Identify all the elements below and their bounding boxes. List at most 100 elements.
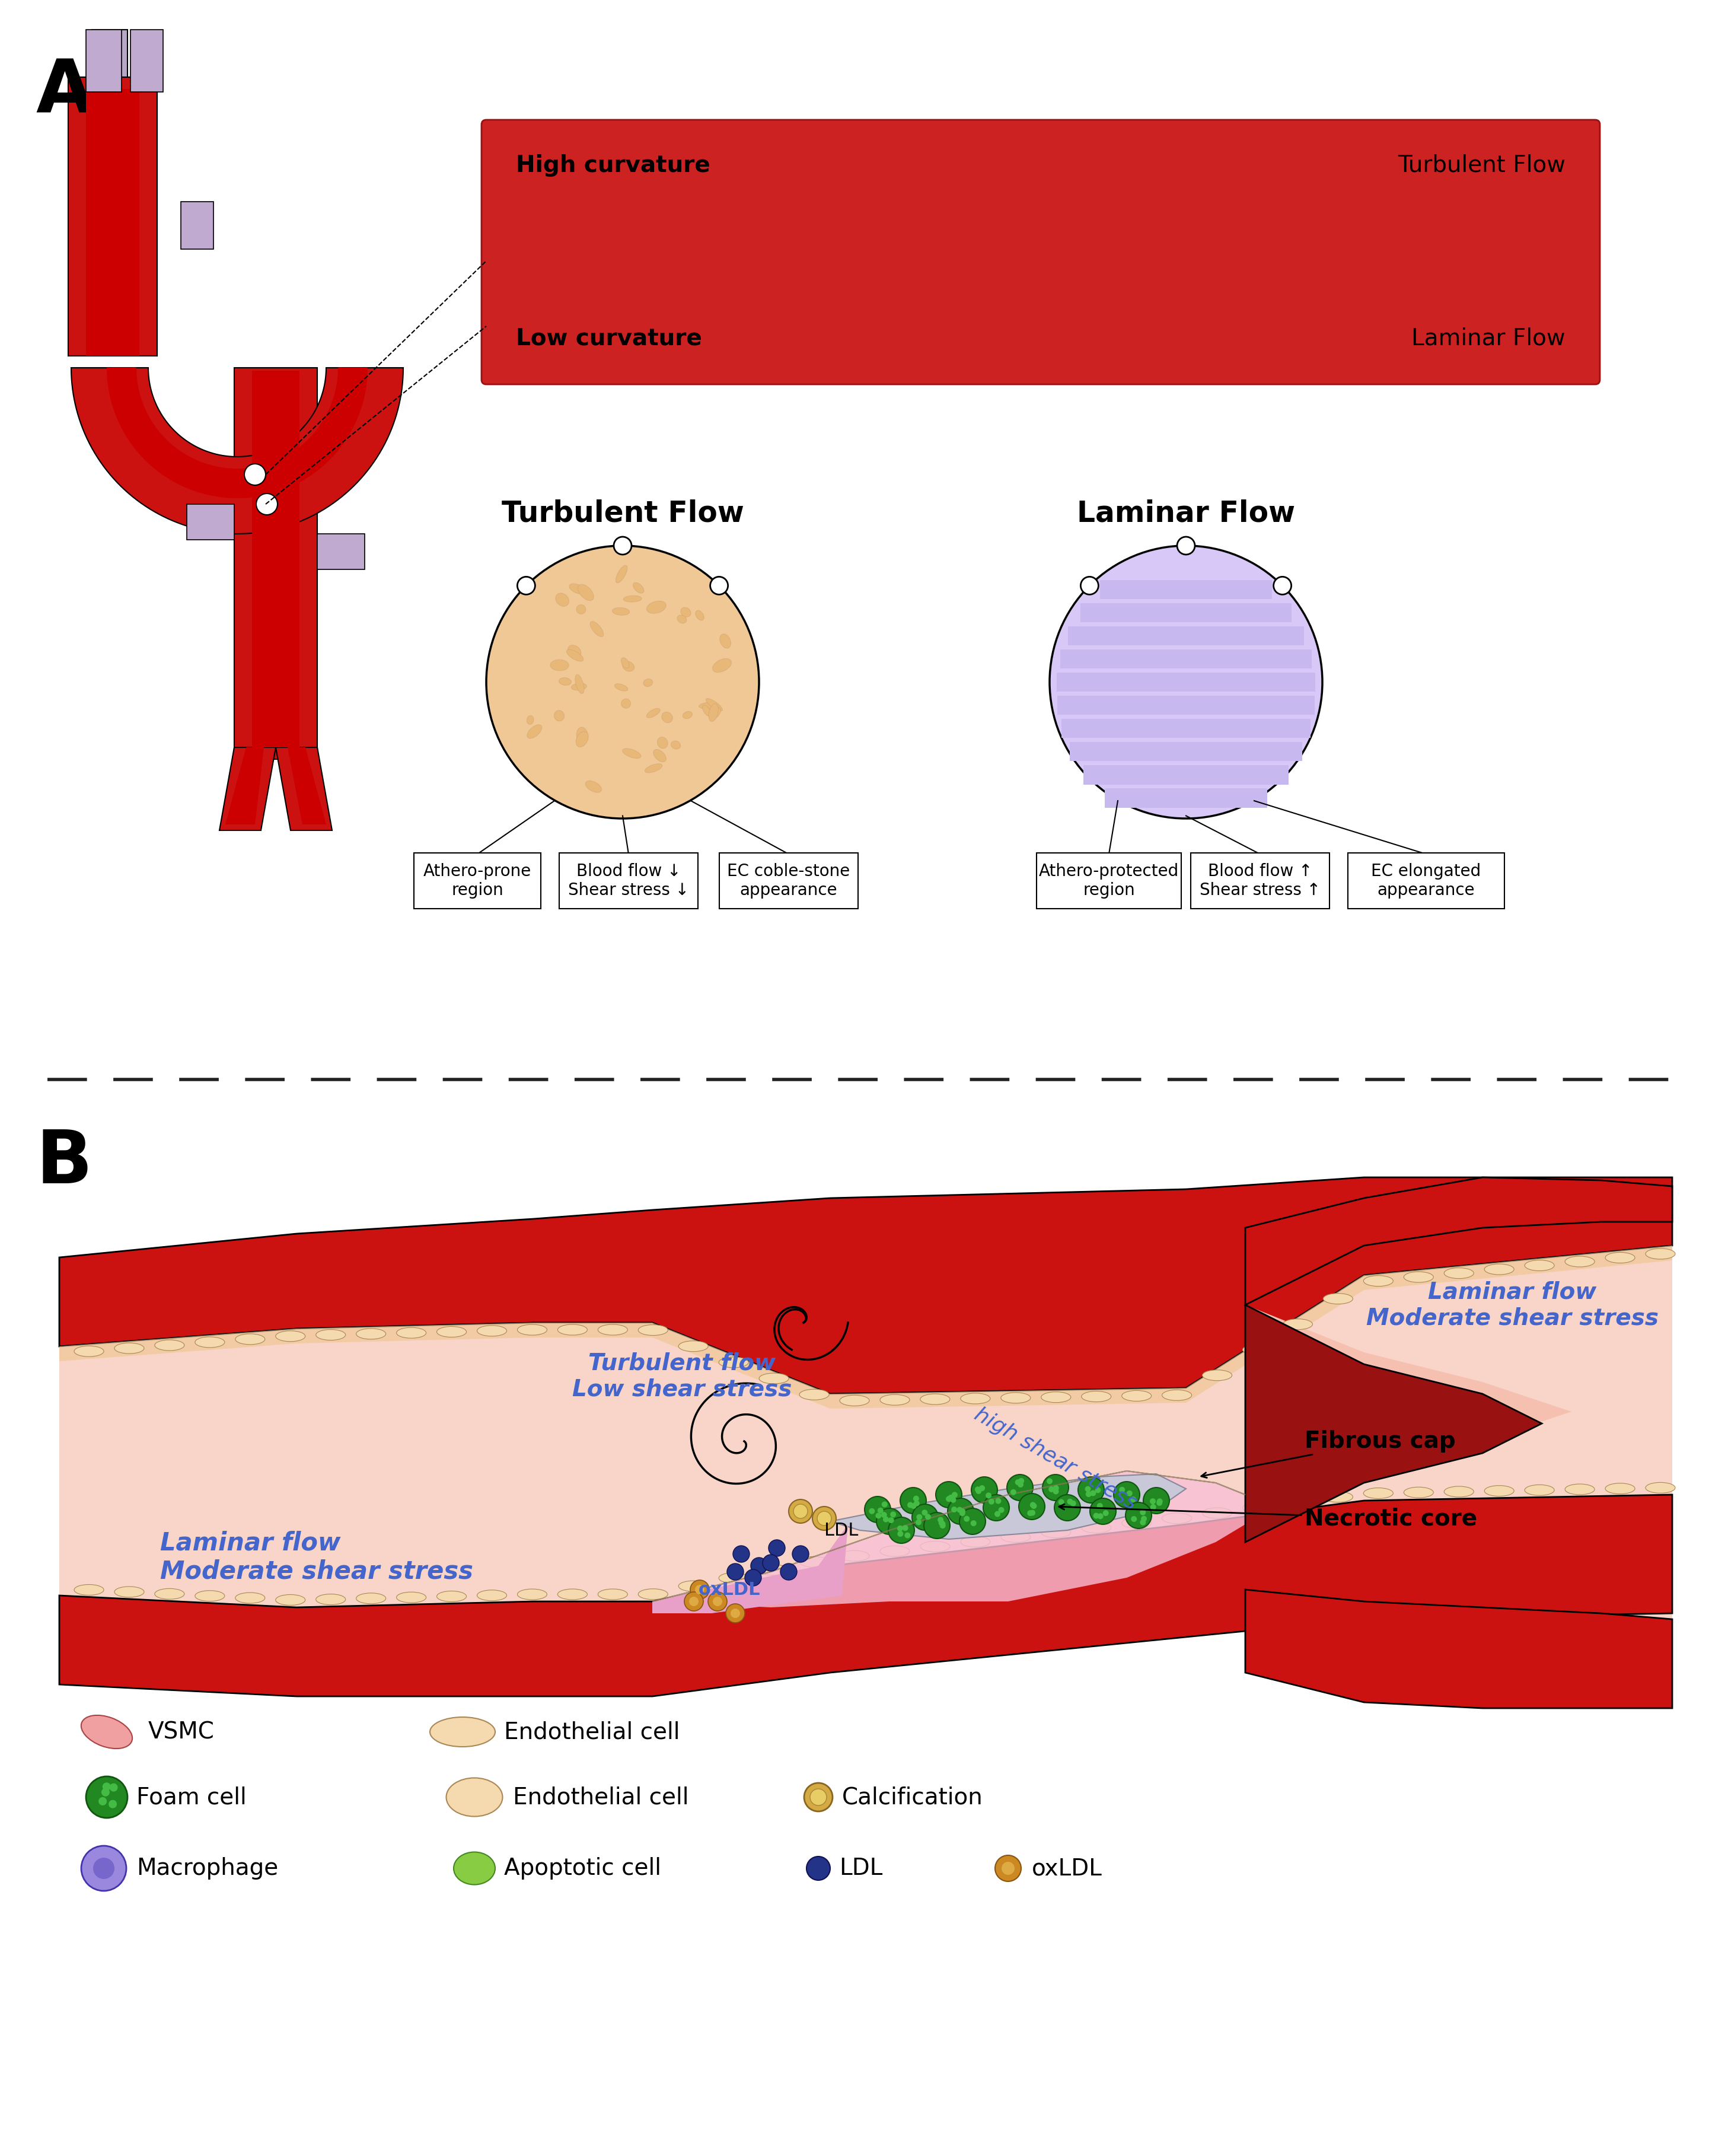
Ellipse shape [624, 595, 643, 602]
Ellipse shape [643, 679, 653, 686]
Text: Calcification: Calcification [843, 1785, 983, 1809]
Text: High curvature: High curvature [516, 155, 711, 177]
Ellipse shape [1646, 1248, 1675, 1259]
Circle shape [877, 1507, 884, 1514]
Circle shape [983, 1494, 1010, 1520]
Circle shape [690, 1580, 709, 1600]
Circle shape [938, 1520, 945, 1526]
Ellipse shape [316, 1330, 345, 1341]
Circle shape [889, 1518, 894, 1522]
Polygon shape [85, 88, 140, 356]
Circle shape [959, 1509, 966, 1516]
Circle shape [1080, 578, 1099, 595]
Polygon shape [1246, 1304, 1572, 1524]
Ellipse shape [1121, 1391, 1152, 1401]
Text: Fibrous cap: Fibrous cap [1201, 1429, 1456, 1477]
Circle shape [99, 1798, 108, 1805]
Circle shape [1007, 1475, 1032, 1501]
Ellipse shape [1162, 1391, 1191, 1401]
Ellipse shape [1283, 1496, 1313, 1507]
Ellipse shape [555, 593, 569, 606]
Ellipse shape [438, 1326, 467, 1337]
Ellipse shape [1323, 1294, 1354, 1304]
Circle shape [805, 1783, 832, 1811]
Polygon shape [251, 371, 299, 748]
Ellipse shape [646, 602, 667, 614]
Polygon shape [130, 30, 162, 93]
Circle shape [952, 1492, 957, 1498]
Ellipse shape [236, 1335, 265, 1345]
Circle shape [726, 1604, 745, 1623]
Ellipse shape [396, 1591, 426, 1602]
Circle shape [1157, 1501, 1162, 1505]
Ellipse shape [1121, 1518, 1152, 1529]
Text: Endothelial cell: Endothelial cell [513, 1785, 689, 1809]
Ellipse shape [678, 1341, 708, 1352]
Circle shape [1017, 1481, 1024, 1488]
Circle shape [92, 1858, 115, 1880]
Ellipse shape [1403, 1488, 1434, 1498]
Polygon shape [85, 30, 121, 93]
Text: Turbulent Flow: Turbulent Flow [1398, 155, 1565, 177]
Ellipse shape [1403, 1272, 1434, 1283]
FancyBboxPatch shape [1191, 854, 1330, 908]
Circle shape [914, 1501, 919, 1507]
Polygon shape [1061, 718, 1311, 737]
Circle shape [1130, 1496, 1136, 1503]
Ellipse shape [453, 1852, 496, 1884]
Ellipse shape [1646, 1483, 1675, 1494]
Ellipse shape [800, 1388, 829, 1399]
Ellipse shape [156, 1339, 185, 1350]
Ellipse shape [1444, 1268, 1473, 1279]
Polygon shape [1068, 625, 1304, 645]
Ellipse shape [518, 1589, 547, 1600]
Circle shape [1078, 1477, 1104, 1503]
Ellipse shape [759, 1373, 790, 1384]
Ellipse shape [275, 1330, 306, 1341]
Text: Athero-protected
region: Athero-protected region [1039, 862, 1179, 899]
Ellipse shape [620, 699, 631, 709]
Ellipse shape [800, 1557, 829, 1567]
Text: Athero-prone
region: Athero-prone region [424, 862, 531, 899]
Circle shape [925, 1514, 931, 1520]
Circle shape [1119, 1488, 1125, 1492]
Ellipse shape [438, 1591, 467, 1602]
Ellipse shape [1565, 1257, 1594, 1268]
Circle shape [1066, 1498, 1073, 1505]
Circle shape [109, 1783, 118, 1792]
Circle shape [1019, 1494, 1044, 1520]
Circle shape [940, 1522, 945, 1529]
Ellipse shape [526, 716, 533, 724]
Circle shape [964, 1516, 969, 1522]
Ellipse shape [880, 1546, 909, 1557]
Ellipse shape [658, 737, 668, 748]
Ellipse shape [1364, 1488, 1393, 1498]
Ellipse shape [1605, 1483, 1636, 1494]
Circle shape [974, 1485, 981, 1492]
Polygon shape [653, 1470, 1246, 1602]
Ellipse shape [1485, 1263, 1514, 1274]
Circle shape [1085, 1485, 1090, 1492]
Ellipse shape [576, 731, 588, 746]
Circle shape [1095, 1488, 1101, 1494]
Text: Turbulent flow
Low shear stress: Turbulent flow Low shear stress [573, 1352, 791, 1401]
Circle shape [1131, 1516, 1136, 1522]
Ellipse shape [446, 1779, 502, 1818]
Ellipse shape [1082, 1391, 1111, 1401]
Ellipse shape [567, 645, 581, 658]
Ellipse shape [960, 1393, 990, 1404]
Circle shape [902, 1524, 907, 1531]
Circle shape [1031, 1503, 1037, 1509]
Circle shape [884, 1516, 889, 1522]
Polygon shape [1058, 696, 1314, 716]
Ellipse shape [678, 1580, 708, 1591]
Polygon shape [92, 30, 128, 78]
FancyBboxPatch shape [482, 121, 1600, 384]
Circle shape [713, 1598, 723, 1606]
Ellipse shape [586, 780, 602, 793]
Circle shape [925, 1514, 950, 1539]
Circle shape [730, 1608, 740, 1617]
Polygon shape [1080, 604, 1292, 623]
Ellipse shape [236, 1593, 265, 1604]
Circle shape [921, 1509, 928, 1516]
